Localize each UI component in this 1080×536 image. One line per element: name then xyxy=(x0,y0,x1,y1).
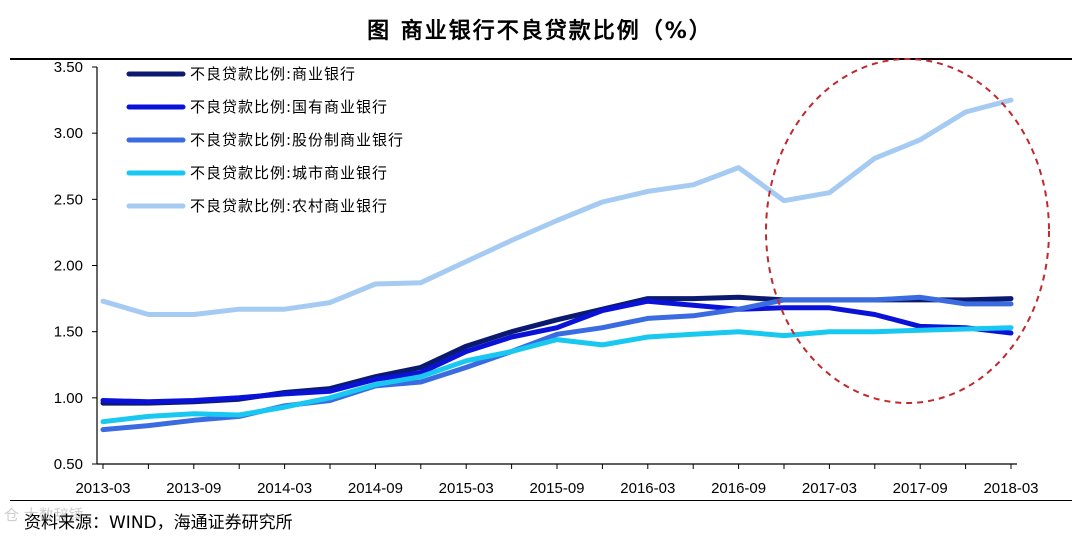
chart-title: 图 商业银行不良贷款比例（%） xyxy=(367,19,713,44)
x-tick-label: 2014-09 xyxy=(348,480,403,497)
y-tick-label: 3.50 xyxy=(54,59,83,76)
chart-title-bar: 图 商业银行不良贷款比例（%） xyxy=(8,6,1072,52)
y-tick-label: 2.00 xyxy=(54,258,83,275)
x-tick-label: 2013-09 xyxy=(166,480,221,497)
legend-label-3: 不良贷款比例:股份制商业银行 xyxy=(190,131,404,149)
source-note: 资料来源：WIND，海通证券研究所 xyxy=(24,513,293,533)
x-tick-label: 2016-03 xyxy=(620,480,675,497)
y-tick-label: 0.50 xyxy=(54,456,83,473)
series-line-3 xyxy=(100,294,1014,433)
x-tick-label: 2017-03 xyxy=(802,480,857,497)
series-line-4 xyxy=(100,325,1014,425)
x-tick-label: 2015-09 xyxy=(529,480,584,497)
legend-label-4: 不良贷款比例:城市商业银行 xyxy=(190,164,388,182)
x-tick-label: 2017-09 xyxy=(893,480,948,497)
legend-label-5: 不良贷款比例:农村商业银行 xyxy=(190,197,388,215)
x-tick-label: 2015-03 xyxy=(439,480,494,497)
legend-label-2: 不良贷款比例:国有商业银行 xyxy=(190,98,388,116)
y-tick-label: 1.50 xyxy=(54,324,83,341)
highlight-ellipse xyxy=(765,58,1050,404)
title-divider xyxy=(10,58,1072,60)
x-tick-label: 2018-03 xyxy=(983,480,1038,497)
x-tick-label: 2016-09 xyxy=(711,480,766,497)
series-line-2 xyxy=(100,298,1014,405)
y-tick-label: 1.00 xyxy=(54,390,83,407)
legend-label-1: 不良贷款比例:商业银行 xyxy=(190,65,356,83)
y-tick-label: 3.00 xyxy=(54,125,83,142)
x-tick-label: 2013-03 xyxy=(75,480,130,497)
watermark: 仓 大数辞锤 xyxy=(4,506,84,524)
y-tick-label: 2.50 xyxy=(54,191,83,208)
series-line-5 xyxy=(100,97,1014,317)
footer-divider xyxy=(10,500,1072,501)
x-tick-label: 2014-03 xyxy=(257,480,312,497)
